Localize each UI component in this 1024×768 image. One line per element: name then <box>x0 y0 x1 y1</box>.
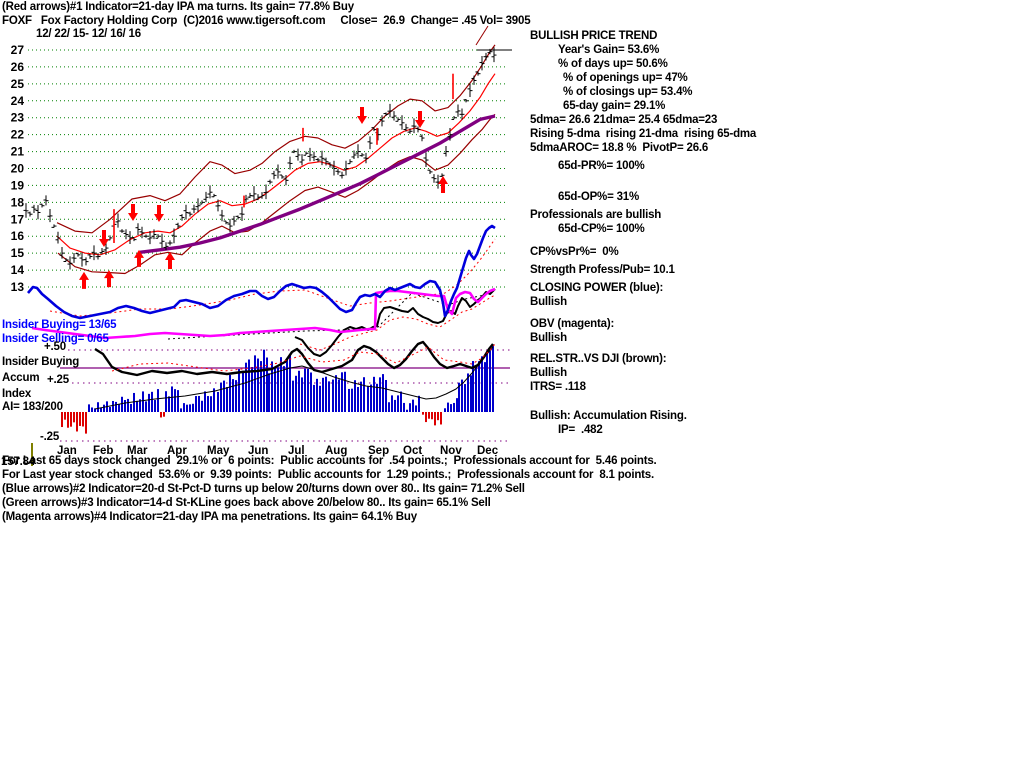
sell-arrow-icon <box>128 203 138 221</box>
indicator-label: Insider Buying= 13/65 <box>2 319 117 331</box>
indicator-label: Index <box>2 388 32 400</box>
indicator-label: +.50 <box>44 341 66 353</box>
analysis-line: Year's Gain= 53.6% <box>558 44 660 56</box>
analysis-line: % of closings up= 53.4% <box>563 86 693 98</box>
indicator-label: +.25 <box>47 374 69 386</box>
analysis-line: Bullish <box>530 332 567 344</box>
analysis-line: BULLISH PRICE TREND <box>530 30 658 42</box>
x-axis-month-label: Sep <box>368 445 389 457</box>
buy-arrow-icon <box>134 249 144 267</box>
y-axis-label: 24 <box>11 94 25 108</box>
analysis-line: Bullish: Accumulation Rising. <box>530 410 687 422</box>
x-axis-month-label: Nov <box>440 445 462 457</box>
analysis-line: Bullish <box>530 296 567 308</box>
footer-line: (Green arrows)#3 Indicator=14-d St-KLine… <box>2 497 491 509</box>
closing-power-line <box>27 224 496 320</box>
x-axis-month-label: Jun <box>248 445 268 457</box>
lower-band-line <box>57 113 496 275</box>
y-axis-label: 18 <box>11 195 25 209</box>
analysis-line: 65d-PR%= 100% <box>558 160 645 172</box>
indicator-label: Accum <box>2 372 40 384</box>
change-pointer-line <box>475 25 489 46</box>
analysis-line: % of days up= 50.6% <box>558 58 668 70</box>
analysis-line: % of openings up= 47% <box>563 72 688 84</box>
date-range: 12/ 22/ 15- 12/ 16/ 16 <box>36 28 141 40</box>
footer-line: For Last 65 days stock changed 29.1% or … <box>2 455 657 467</box>
y-axis-label: 17 <box>11 212 25 226</box>
y-axis-label: 21 <box>11 145 25 159</box>
y-axis-label: 25 <box>11 77 25 91</box>
y-axis-label: 16 <box>11 229 25 243</box>
analysis-line: 65d-OP%= 31% <box>558 191 640 203</box>
analysis-line: OBV (magenta): <box>530 318 615 330</box>
sell-arrow-icon <box>357 106 367 124</box>
buy-arrow-icon <box>79 271 89 289</box>
sell-arrow-icon <box>154 204 164 222</box>
y-axis-label: 22 <box>11 128 25 142</box>
x-axis-month-label: Apr <box>167 445 187 457</box>
footer-line: (Magenta arrows)#4 Indicator=21-day IPA … <box>2 511 417 523</box>
indicator-label: Insider Selling= 0/65 <box>2 333 109 345</box>
x-axis-month-label: May <box>207 445 230 457</box>
analysis-line: CLOSING POWER (blue): <box>530 282 664 294</box>
analysis-line: 5dma= 26.6 21dma= 25.4 65dma=23 <box>530 114 718 126</box>
analysis-line: 5dmaAROC= 18.8 % PivotP= 26.6 <box>530 142 709 154</box>
y-axis-label: 23 <box>11 111 25 125</box>
analysis-line: Professionals are bullish <box>530 209 662 221</box>
x-axis-month-label: Feb <box>93 445 113 457</box>
y-axis-label: 15 <box>11 246 25 260</box>
title-bar-text: FOXF Fox Factory Holding Corp (C)2016 ww… <box>2 15 531 27</box>
x-axis-month-label: Jul <box>288 445 305 457</box>
x-axis-month-label: Aug <box>325 445 347 457</box>
x-axis-month-label: Jan <box>57 445 77 457</box>
stock-chart-canvas: 13 14 15 16 17 18 19 20 21 22 23 24 25 26 27 Jan Feb Mar A… <box>11 25 512 466</box>
y-axis-label: 26 <box>11 60 25 74</box>
indicator1-caption: (Red arrows)#1 Indicator=21-day IPA ma t… <box>2 1 354 13</box>
closing-power-ma-dotted-line <box>49 238 496 317</box>
y-axis-label: 14 <box>11 263 25 277</box>
insider-buying-line <box>94 340 494 377</box>
indicator-label: Insider Buying <box>2 356 80 368</box>
upper-band-line <box>56 44 496 234</box>
analysis-line: ITRS= .118 <box>530 381 586 393</box>
x-axis-month-label: Dec <box>477 445 499 457</box>
footer-line: (Blue arrows)#2 Indicator=20-d St-Pct-D … <box>2 483 525 495</box>
ma65-line <box>139 114 496 254</box>
sell-arrow-icon <box>99 230 109 248</box>
analysis-line: CP%vsPr%= 0% <box>530 246 619 258</box>
analysis-line: 65d-CP%= 100% <box>558 223 645 235</box>
y-axis-label: 19 <box>11 178 25 192</box>
buy-arrow-icon <box>438 175 448 193</box>
buy-arrow-icon <box>104 270 114 288</box>
analysis-line: Bullish <box>530 367 567 379</box>
indicator-label: -.25 <box>40 431 60 443</box>
y-axis-label: 13 <box>11 280 25 294</box>
relstr-ma-dotted-line <box>299 294 496 351</box>
ma21-line <box>56 73 496 256</box>
analysis-line: Rising 5-dma rising 21-dma rising 65-dma <box>530 128 757 140</box>
analysis-line: Strength Profess/Pub= 10.1 <box>530 264 675 276</box>
footer-line: For Last year stock changed 53.6% or 9.3… <box>2 469 654 481</box>
analysis-line: 65-day gain= 29.1% <box>563 100 666 112</box>
analysis-line: IP= .482 <box>558 424 603 436</box>
relative-strength-line <box>294 288 496 357</box>
obv-line <box>31 287 496 340</box>
analysis-line: REL.STR..VS DJI (brown): <box>530 353 667 365</box>
buy-arrow-icon <box>165 251 175 269</box>
x-axis-month-label: Mar <box>127 445 148 457</box>
y-axis-label: 20 <box>11 162 25 176</box>
x-axis-month-label: Oct <box>403 445 422 457</box>
indicator-label: AI= 183/200 <box>2 401 63 413</box>
y-axis-label: 27 <box>11 43 25 57</box>
obv-ma-dotted-line <box>167 292 493 340</box>
sell-arrow-icon <box>415 111 425 129</box>
overlay-number: 157.84 <box>1 456 35 468</box>
ai-moving-average-line <box>94 346 494 410</box>
